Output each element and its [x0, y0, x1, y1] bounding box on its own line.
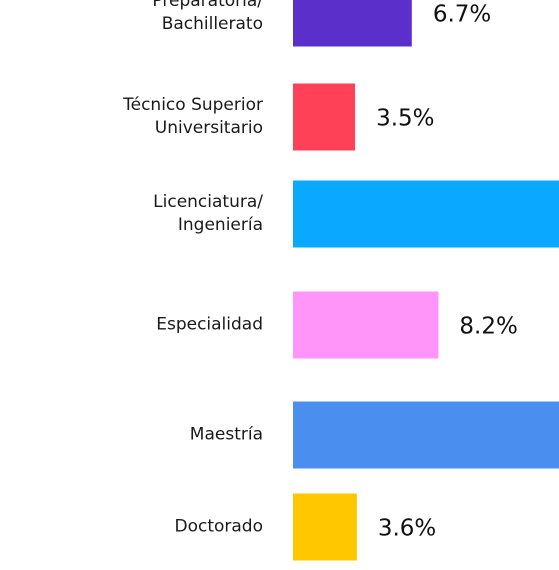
bar — [293, 493, 357, 561]
category-label: Maestría — [189, 424, 263, 445]
category-label: Técnico Superior Universitario — [123, 95, 263, 138]
bar — [293, 0, 412, 47]
bar — [293, 401, 559, 469]
category-label: Licenciatura/ Ingeniería — [153, 192, 263, 235]
value-label: 3.6% — [378, 516, 436, 542]
category-label: Doctorado — [174, 516, 263, 537]
category-label: Preparatoria/ Bachillerato — [152, 0, 263, 34]
value-label: 8.2% — [459, 314, 517, 340]
value-label: 3.5% — [376, 106, 434, 132]
category-label: Especialidad — [156, 314, 263, 335]
bar — [293, 180, 559, 248]
bar — [293, 291, 439, 359]
value-label: 6.7% — [433, 2, 491, 28]
bar — [293, 83, 356, 151]
